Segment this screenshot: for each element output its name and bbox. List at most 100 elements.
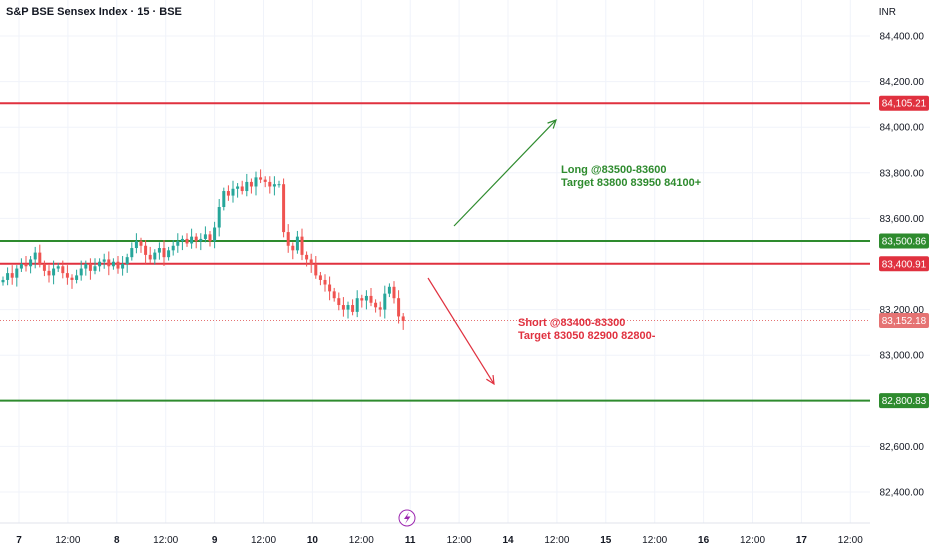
candle-body xyxy=(236,186,240,189)
y-tick-label: 83,200.00 xyxy=(880,305,925,316)
candle-body xyxy=(130,248,134,258)
long-arrow-head xyxy=(547,119,557,129)
x-tick-label: 12:00 xyxy=(153,535,178,546)
long-entry-text: Long @83500-83600 xyxy=(561,164,667,176)
x-tick-label: 12:00 xyxy=(740,535,765,546)
candle-body xyxy=(167,250,171,258)
candle-body xyxy=(190,236,194,244)
x-tick-label: 10 xyxy=(307,535,319,546)
time-axis[interactable]: 7 12:00 8 12:00 9 12:00 10 12:00 11 12:00 14 12:00 1… xyxy=(16,535,863,546)
candle-body xyxy=(374,302,378,308)
y-tick-label: 83,600.00 xyxy=(880,214,925,225)
x-tick-label: 12:00 xyxy=(447,535,472,546)
x-tick-label: 12:00 xyxy=(55,535,80,546)
candle-body xyxy=(309,259,313,264)
level-badge-label: 83,400.91 xyxy=(882,259,927,270)
price-levels[interactable] xyxy=(0,102,870,402)
level-badge-label: 82,800.83 xyxy=(882,396,927,407)
candle-body xyxy=(88,264,92,271)
candle-body xyxy=(314,264,318,276)
candle-body xyxy=(364,295,368,301)
x-tick-label: 8 xyxy=(114,535,120,546)
candle-body xyxy=(24,264,28,267)
candle-body xyxy=(162,248,166,258)
x-tick-label: 12:00 xyxy=(251,535,276,546)
lightning-glyph xyxy=(404,512,411,524)
candle-body xyxy=(217,207,221,228)
candle-body xyxy=(33,252,37,260)
x-tick-label: 7 xyxy=(16,535,22,546)
candle-body xyxy=(121,264,125,269)
candle-body xyxy=(70,277,74,280)
event-marker[interactable] xyxy=(398,509,416,527)
x-tick-label: 15 xyxy=(600,535,612,546)
candle-body xyxy=(171,245,175,251)
candle-body xyxy=(231,188,235,196)
candle-body xyxy=(332,291,336,299)
candle-body xyxy=(254,177,258,187)
short-target-text: Target 83050 82900 82800- xyxy=(518,330,656,342)
long-arrow xyxy=(453,119,557,227)
candle-body xyxy=(360,298,364,301)
candle-body xyxy=(199,238,203,242)
candle-body xyxy=(328,284,332,292)
candle-body xyxy=(323,279,327,285)
level-badge xyxy=(879,313,929,329)
y-tick-label: 82,600.00 xyxy=(880,442,925,453)
candle-body xyxy=(93,266,97,271)
candle-body xyxy=(383,293,387,310)
candle-body xyxy=(208,234,212,242)
candle-body xyxy=(249,181,253,187)
candle-body xyxy=(134,241,138,249)
long-annotation: Long @83500-83600 Target 83800 83950 841… xyxy=(561,164,701,190)
short-annotation: Short @83400-83300 Target 83050 82900 82… xyxy=(518,317,655,343)
candle-body xyxy=(19,264,23,269)
candle-body xyxy=(107,259,111,267)
x-tick-label: 11 xyxy=(405,535,416,546)
candle-body xyxy=(351,305,355,312)
projection-arrows xyxy=(427,119,557,386)
x-tick-label: 16 xyxy=(698,535,710,546)
candle-body xyxy=(185,238,189,244)
candle-body xyxy=(10,273,14,278)
candle-body xyxy=(111,261,115,267)
level-badge-label: 83,152.18 xyxy=(882,316,927,327)
level-badge-label: 83,500.86 xyxy=(882,237,927,248)
y-tick-label: 82,400.00 xyxy=(880,488,925,499)
candle-body xyxy=(56,266,60,269)
candle-body xyxy=(263,179,267,182)
candlestick-series xyxy=(1,169,405,330)
y-tick-label: 84,000.00 xyxy=(880,123,925,134)
candle-body xyxy=(15,268,19,278)
symbol-title[interactable]: S&P BSE Sensex Index · 15 · BSE xyxy=(6,6,182,18)
currency-label: INR xyxy=(878,7,896,18)
y-tick-label: 83,000.00 xyxy=(880,351,925,362)
y-tick-label: 84,400.00 xyxy=(880,32,925,43)
candle-body xyxy=(387,286,391,294)
candle-body xyxy=(240,186,244,192)
long-target-text: Target 83800 83950 84100+ xyxy=(561,177,702,189)
x-tick-label: 12:00 xyxy=(349,535,374,546)
candle-body xyxy=(295,236,299,251)
candle-body xyxy=(369,295,373,303)
candle-body xyxy=(194,236,198,242)
candle-body xyxy=(213,227,217,242)
y-tick-label: 83,800.00 xyxy=(880,168,925,179)
candle-body xyxy=(203,234,207,239)
candle-body xyxy=(180,238,184,242)
candle-body xyxy=(272,184,276,187)
x-tick-label: 17 xyxy=(796,535,808,546)
candle-body xyxy=(245,181,249,192)
grid-lines xyxy=(0,0,870,524)
candle-body xyxy=(98,261,102,267)
candle-body xyxy=(29,259,33,267)
candle-body xyxy=(144,245,148,255)
level-badge xyxy=(879,393,929,409)
candle-body xyxy=(277,184,281,186)
candle-body xyxy=(401,316,405,321)
candle-body xyxy=(52,268,56,276)
candle-body xyxy=(116,261,120,269)
candle-body xyxy=(222,191,226,207)
candle-body xyxy=(355,298,359,312)
